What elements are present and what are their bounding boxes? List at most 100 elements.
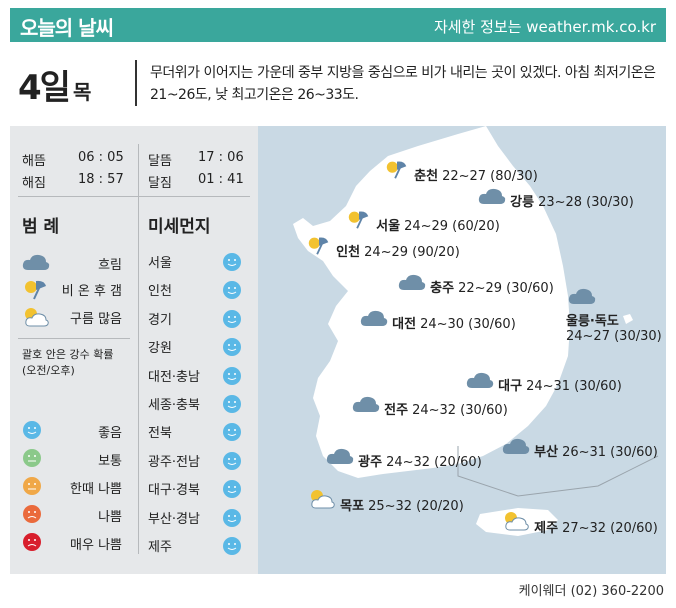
city-gangneung: 강릉 23~28 (30/30) (478, 186, 634, 210)
legend-label: 흐림 (98, 258, 122, 273)
dust-region-name: 강원 (148, 341, 172, 357)
weather-summary: 무더위가 이어지는 가운데 중부 지방을 중심으로 비가 내리는 곳이 있겠다.… (150, 65, 656, 103)
sunrise-time: 06 : 05 (78, 150, 124, 165)
city-name: 전주 (384, 403, 409, 418)
city-chuncheon: 춘천 22~27 (80/30) (384, 158, 538, 184)
cloud-icon (502, 438, 530, 454)
header-bar: 오늘의 날씨 자세한 정보는 weather.mk.co.kr (10, 8, 666, 42)
dust-level-label: 한때 나쁨 (70, 482, 122, 497)
face-icon (23, 533, 41, 551)
partly-cloudy-icon (25, 308, 49, 327)
city-gwangju: 광주 24~32 (20/60) (326, 446, 482, 470)
face-icon (223, 451, 241, 470)
dust-region-name: 서울 (148, 256, 172, 271)
legend-label: 비 온 후 갬 (61, 284, 122, 299)
city-temp: 24~27 (30/30) (566, 329, 662, 344)
city-name: 충주 (430, 281, 455, 296)
city-jeonju: 전주 24~32 (30/60) (352, 394, 508, 418)
city-seoul: 서울 24~29 (60/20) (346, 208, 500, 234)
face-icon (223, 253, 241, 271)
rain-then-sun-icon (348, 211, 369, 229)
sunrise-label: 해뜸 (22, 154, 46, 169)
cloud-icon (22, 254, 50, 270)
city-temp: 25~32 (20/20) (368, 499, 464, 514)
face-icon (223, 366, 241, 385)
city-name: 제주 (534, 521, 559, 536)
cloud-icon (398, 274, 426, 290)
legend-title: 범 례 (22, 217, 60, 237)
dust-region-row: 세종·충북 (148, 394, 248, 414)
dust-region-name: 경기 (148, 312, 172, 328)
date-weekday: 목 (72, 80, 92, 104)
dust-level-normal: 보통 (22, 448, 122, 469)
dust-region-row: 대전·충남 (148, 366, 248, 386)
legend-label: 구름 많음 (70, 312, 122, 327)
face-icon (223, 537, 241, 555)
cloud-icon (326, 448, 354, 464)
prob-note-2: (오전/오후) (22, 364, 75, 377)
city-chungju: 충주 22~29 (30/60) (398, 272, 554, 296)
city-mokpo: 목포 25~32 (20/20) (308, 488, 464, 514)
face-icon (23, 449, 41, 467)
date-block: 4일 목 (18, 60, 91, 109)
dust-region-name: 세종·충북 (148, 398, 200, 413)
moonset-label: 달짐 (148, 176, 172, 191)
dust-region-name: 대전·충남 (148, 369, 200, 385)
city-ulleung: 울릉·독도 24~27 (30/30) (566, 286, 662, 344)
dust-level-label: 좋음 (98, 426, 122, 441)
dust-region-row: 대구·경북 (148, 479, 248, 499)
legend-item-cloudy: 흐림 (22, 252, 122, 274)
dust-region-name: 제주 (148, 540, 172, 555)
cloud-icon (568, 288, 596, 304)
moonrise-label: 달뜸 (148, 154, 172, 169)
dust-region-row: 인천 (148, 280, 248, 300)
date-day: 4일 (18, 68, 71, 108)
face-icon (223, 281, 241, 300)
city-name: 춘천 (414, 169, 439, 184)
rain-then-sun-icon (308, 237, 329, 255)
face-icon (23, 477, 41, 495)
dust-region-row: 제주 (148, 536, 248, 556)
city-temp: 24~30 (30/60) (420, 317, 516, 332)
dust-region-row: 부산·경남 (148, 508, 248, 528)
dust-level-label: 나쁨 (98, 510, 122, 525)
city-name: 울릉·독도 (566, 314, 619, 329)
city-incheon: 인천 24~29 (90/20) (306, 234, 460, 260)
dust-region-row: 경기 (148, 309, 248, 329)
partly-cloudy-icon (505, 512, 529, 531)
city-temp: 27~32 (20/60) (562, 521, 658, 536)
cloud-icon (478, 188, 506, 204)
dust-region-name: 광주·전남 (148, 454, 200, 470)
legend-item-partly-cloudy: 구름 많음 (22, 306, 122, 328)
face-icon (223, 395, 241, 413)
dust-title: 미세먼지 (148, 217, 211, 237)
city-name: 대구 (498, 379, 523, 394)
city-temp: 24~32 (20/60) (386, 455, 482, 470)
city-temp: 24~29 (60/20) (404, 219, 500, 234)
dust-level-very-bad: 매우 나쁨 (22, 532, 122, 553)
partly-cloudy-icon (311, 490, 335, 509)
moonrise-time: 17 : 06 (198, 150, 244, 165)
face-icon (223, 309, 241, 328)
city-name: 목포 (340, 499, 365, 514)
rain-then-sun-icon (25, 280, 46, 300)
dust-region-row: 서울 (148, 252, 248, 272)
city-temp: 26~31 (30/60) (562, 445, 658, 460)
city-name: 서울 (376, 219, 401, 234)
legend-item-rain-then-sun: 비 온 후 갬 (22, 278, 122, 300)
sunset-time: 18 : 57 (78, 172, 124, 187)
face-icon (223, 480, 241, 499)
dust-level-label: 보통 (98, 454, 122, 469)
dust-region-name: 대구·경북 (148, 483, 200, 499)
footer-contact: 케이웨더 (02) 360-2200 (518, 584, 664, 599)
dust-region-row: 전북 (148, 422, 248, 442)
cloud-icon (352, 396, 380, 412)
face-icon (23, 421, 41, 439)
column-separator (138, 144, 139, 554)
city-daegu: 대구 24~31 (30/60) (466, 370, 622, 394)
city-name: 강릉 (510, 195, 535, 210)
city-name: 대전 (392, 317, 417, 332)
separator (18, 196, 250, 197)
cloud-icon (360, 310, 388, 326)
dust-level-good: 좋음 (22, 420, 122, 441)
